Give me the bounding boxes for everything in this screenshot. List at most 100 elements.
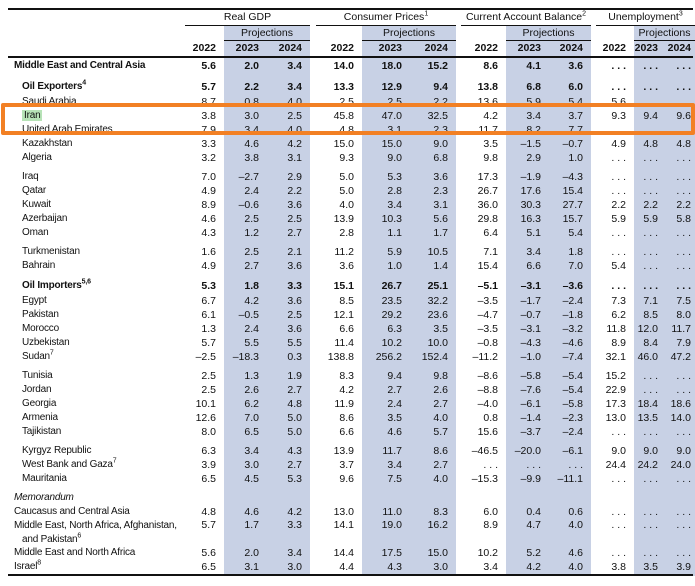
row-label-text: Caucasus and Central Asia <box>14 506 130 517</box>
row-label-text: Middle East and North Africa <box>14 547 136 558</box>
value-cell: –7.6 <box>520 384 541 396</box>
row-label-text: Bahrain <box>22 260 56 271</box>
year-cell: 2022 <box>474 42 498 54</box>
value-cell: 10.5 <box>427 246 448 258</box>
value-cell <box>410 491 456 505</box>
value-cell: 6.6 <box>339 323 354 335</box>
row-label-text: Kuwait <box>22 199 51 210</box>
row-label: Tajikistan <box>0 425 185 439</box>
value-cell: 2.5 <box>244 246 259 258</box>
value-cell: 3.7 <box>568 110 583 122</box>
value-cell: 32.1 <box>605 351 626 363</box>
value-cell: 2.9 <box>287 171 302 183</box>
value-cell: . . . <box>611 473 626 485</box>
value-cell: –2.7 <box>238 171 259 183</box>
row-label: Kazakhstan <box>0 137 185 151</box>
value-cell: 9.0 <box>676 445 691 457</box>
value-cell: . . . <box>643 506 658 518</box>
value-cell: 4.0 <box>433 412 448 424</box>
row-label-text: Israel <box>14 561 38 572</box>
value-cell: 2.7 <box>433 459 448 471</box>
value-cell: 4.2 <box>244 295 259 307</box>
row-label: Pakistan <box>0 308 185 322</box>
row-label-text: Morocco <box>22 323 59 334</box>
value-cell: 2.5 <box>339 96 354 108</box>
table-row-pakistan: Pakistan 6.1 –0.5 2.5 12.1 29.2 23.6 –4.7 –0.7 –1… <box>0 308 695 322</box>
value-cell: . . . <box>676 370 691 382</box>
value-cell: 8.5 <box>339 295 354 307</box>
value-cell: 12.0 <box>637 323 658 335</box>
table-row-middle-east-and-north-africa: Middle East and North Africa 5.6 2.0 3.4 14.… <box>0 546 695 560</box>
projection-band <box>362 26 456 576</box>
value-cell: 9.4 <box>643 110 658 122</box>
projection-band <box>224 26 310 576</box>
value-cell <box>461 491 506 505</box>
value-cell: . . . <box>568 459 583 471</box>
value-cell: 138.8 <box>327 351 354 363</box>
value-cell: 2.8 <box>387 185 402 197</box>
year-cell: 2023 <box>634 42 658 54</box>
value-cell: 3.5 <box>387 412 402 424</box>
row-label: Iran <box>0 109 185 123</box>
value-cell: 3.0 <box>244 110 259 122</box>
year-cell: 2023 <box>378 42 402 54</box>
value-cell: 1.7 <box>433 227 448 239</box>
value-cell: –4.3 <box>520 337 541 349</box>
value-cell: 4.0 <box>568 561 583 573</box>
value-cell: 2.0 <box>244 60 259 72</box>
value-cell: 11.0 <box>382 506 402 518</box>
value-cell: 1.0 <box>568 152 583 164</box>
value-cell: 1.8 <box>244 280 259 292</box>
value-cell: –2.5 <box>195 351 216 363</box>
value-cell: –4.0 <box>477 398 498 410</box>
value-cell: . . . <box>611 280 626 292</box>
value-cell: 17.3 <box>605 398 626 410</box>
row-label: Bahrain <box>0 259 185 273</box>
value-cell: 2.5 <box>201 384 216 396</box>
row-label-text: Turkmenistan <box>22 246 80 257</box>
value-cell: 3.2 <box>201 152 216 164</box>
value-cell: 1.9 <box>287 370 302 382</box>
row-label: Iraq <box>0 170 185 184</box>
row-label: Morocco <box>0 322 185 336</box>
table-row-mauritania: Mauritania 6.5 4.5 5.3 9.6 7.5 4.0 –15.3 –9.9 –11… <box>0 472 695 486</box>
table-row-israel: Israel8 6.5 3.1 3.0 4.4 4.3 3.0 3.4 4.2 4.0 3.8 3.5… <box>0 560 695 574</box>
value-cell: 9.0 <box>387 152 402 164</box>
value-cell: 3.5 <box>433 323 448 335</box>
value-cell: 3.3 <box>287 280 302 292</box>
value-cell: 5.6 <box>201 547 216 559</box>
row-label: Jordan <box>0 383 185 397</box>
value-cell: 17.5 <box>381 547 402 559</box>
value-cell: 4.0 <box>287 124 302 136</box>
row-label: United Arab Emirates <box>0 123 185 137</box>
row-label: Mauritania <box>0 472 185 486</box>
value-cell: 5.3 <box>201 280 216 292</box>
footnote-marker: 1 <box>424 10 429 18</box>
value-cell: 2.2 <box>676 199 691 211</box>
value-cell: . . . <box>676 246 691 258</box>
value-cell: 2.5 <box>287 110 302 122</box>
value-cell: 29.8 <box>477 213 498 225</box>
value-cell: 11.7 <box>478 124 498 136</box>
value-cell: 2.2 <box>643 199 658 211</box>
row-label-text: Oman <box>22 227 49 238</box>
table-row-iraq: Iraq 7.0 –2.7 2.9 5.0 5.3 3.6 17.3 –1.9 –4.3 . . .… <box>0 170 695 184</box>
value-cell: 2.2 <box>611 199 626 211</box>
value-cell: 5.2 <box>526 547 541 559</box>
value-cell: 6.1 <box>201 309 216 321</box>
value-cell: 3.0 <box>433 561 448 573</box>
value-cell: 1.8 <box>568 246 583 258</box>
value-cell: 5.7 <box>433 426 448 438</box>
value-cell: 0.4 <box>526 506 541 518</box>
row-label: Armenia <box>0 411 185 425</box>
value-cell: 14.0 <box>333 60 354 72</box>
row-label-text: Armenia <box>22 412 58 423</box>
value-cell: . . . <box>676 426 691 438</box>
row-label: Kuwait <box>0 198 185 212</box>
value-cell: 0.6 <box>568 506 583 518</box>
value-cell: –5.1 <box>477 280 498 292</box>
value-cell: 1.3 <box>244 370 259 382</box>
value-cell: 6.4 <box>483 227 498 239</box>
value-cell: –3.6 <box>562 280 583 292</box>
value-cell: 13.0 <box>333 506 354 518</box>
